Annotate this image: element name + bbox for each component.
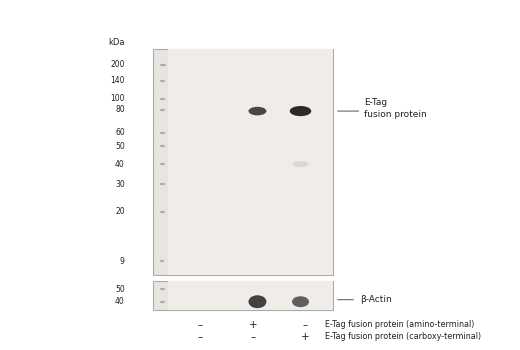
Bar [168,49,333,275]
Text: 60: 60 [115,128,125,137]
Text: E-Tag fusion protein (carboxy-terminal): E-Tag fusion protein (carboxy-terminal) [325,332,481,341]
Text: 50: 50 [115,141,125,150]
Text: 100: 100 [110,94,125,103]
Ellipse shape [292,161,308,167]
Ellipse shape [290,106,311,116]
Text: E-Tag
fusion protein: E-Tag fusion protein [364,98,427,119]
Text: 200: 200 [110,60,125,69]
Text: 9: 9 [120,257,125,266]
Text: +: + [301,332,309,342]
Text: +: + [249,320,257,330]
Text: 140: 140 [110,76,125,85]
Bar [153,281,333,310]
Bar [153,49,333,275]
Text: –: – [198,332,203,342]
Text: 40: 40 [115,160,125,169]
Text: –: – [198,320,203,330]
Text: 30: 30 [115,180,125,189]
Text: 50: 50 [115,285,125,294]
Ellipse shape [249,295,266,308]
Text: 20: 20 [115,207,125,216]
Text: –: – [303,320,308,330]
Text: kDa: kDa [108,38,125,47]
Text: 80: 80 [115,105,125,114]
Text: –: – [251,332,256,342]
Bar [168,281,333,310]
Text: β-Actin: β-Actin [360,295,392,304]
Ellipse shape [249,107,266,116]
Ellipse shape [292,296,309,307]
Text: E-Tag fusion protein (amino-terminal): E-Tag fusion protein (amino-terminal) [325,320,474,329]
Text: 40: 40 [115,297,125,306]
